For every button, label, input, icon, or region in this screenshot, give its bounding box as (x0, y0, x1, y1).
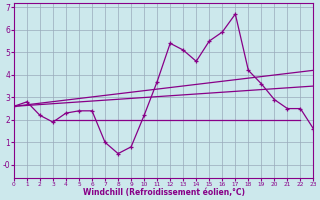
X-axis label: Windchill (Refroidissement éolien,°C): Windchill (Refroidissement éolien,°C) (83, 188, 245, 197)
